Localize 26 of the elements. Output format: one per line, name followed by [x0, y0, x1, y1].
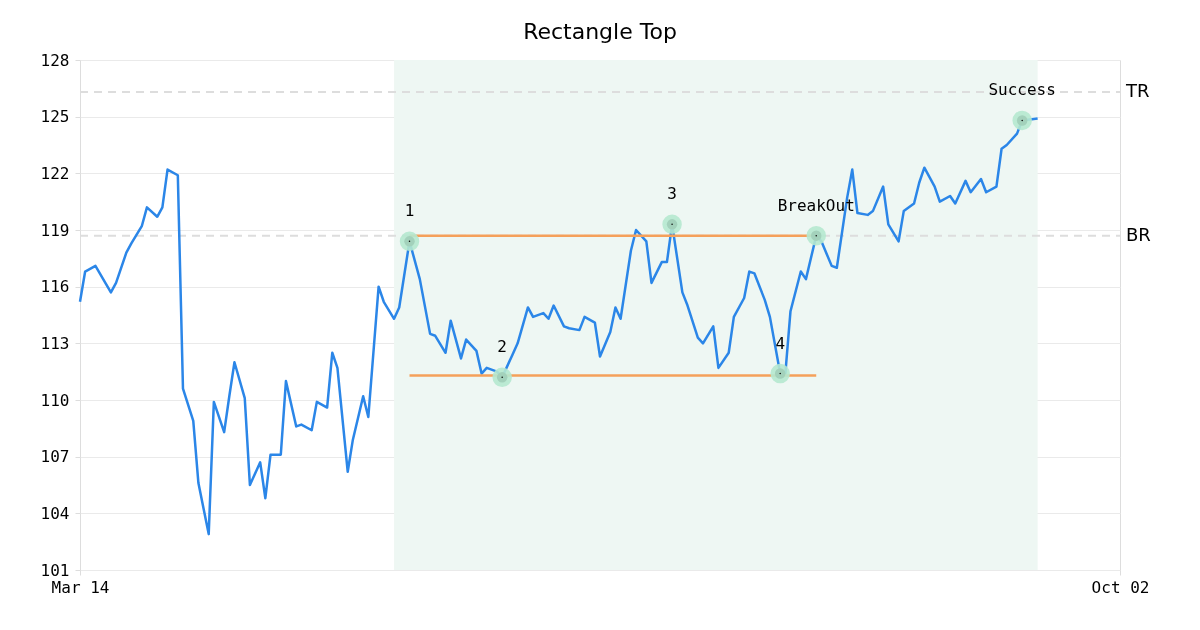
x-tick-label: Mar 14: [51, 577, 110, 597]
ref-line-label: TR: [1125, 80, 1150, 102]
y-tick-label: 107: [40, 447, 70, 467]
y-tick-label: 104: [40, 503, 70, 523]
y-tick-label: 113: [40, 333, 70, 353]
y-tick-label: 125: [40, 107, 70, 127]
annotation: 2: [497, 337, 507, 357]
annotation: 1: [404, 201, 415, 221]
annotation: Success: [988, 80, 1056, 100]
point: [492, 367, 512, 388]
y-tick-label: 116: [40, 277, 70, 297]
y-tick-label: 110: [40, 390, 70, 410]
y-tick-label: 119: [40, 220, 70, 240]
point: [770, 363, 790, 384]
point: [1012, 110, 1032, 131]
x-tick-label: Oct 02: [1091, 577, 1150, 597]
y-tick-label: 101: [40, 560, 70, 580]
annotation: 3: [667, 184, 677, 204]
y-tick-label: 122: [40, 163, 70, 183]
chart-title: Rectangle Top: [523, 19, 677, 44]
point: [662, 214, 682, 235]
point: [399, 231, 420, 252]
ref-line-label: BR: [1126, 223, 1151, 245]
point: [806, 225, 826, 246]
y-tick-label: 128: [40, 50, 70, 70]
annotation: 4: [775, 333, 786, 353]
